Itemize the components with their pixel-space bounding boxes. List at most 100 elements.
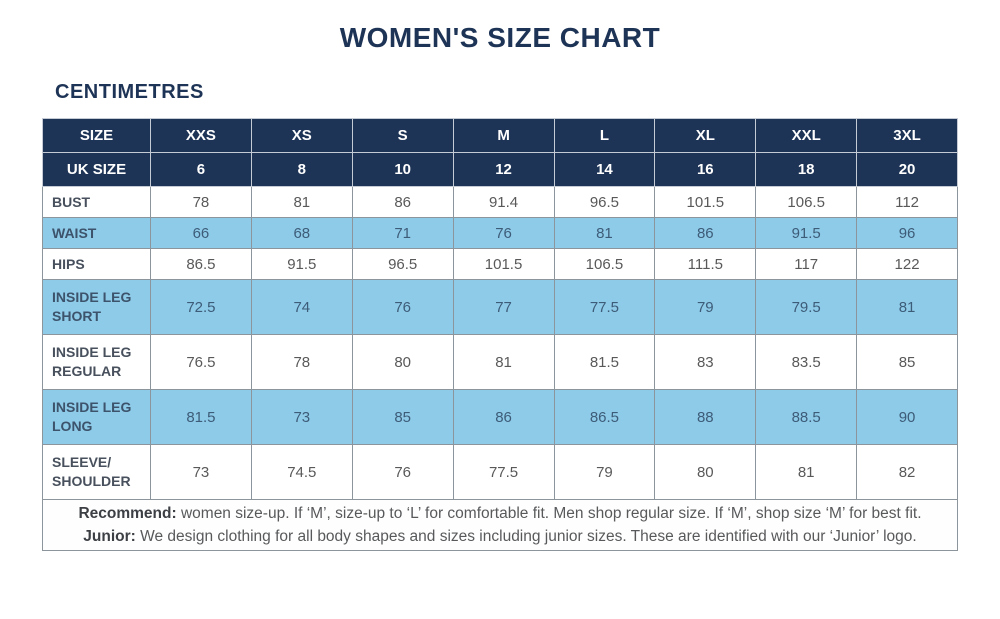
header-value-cell: XXS <box>150 118 252 153</box>
measurement-cell: 81.5 <box>553 334 656 390</box>
note-line: Junior: We design clothing for all body … <box>47 525 953 548</box>
measurement-cell: 74 <box>250 279 353 335</box>
measurement-cell: 76 <box>452 217 555 249</box>
note-label: Recommend: <box>78 505 177 522</box>
row-label-cell: INSIDE LEG LONG <box>42 389 151 445</box>
row-label-cell: INSIDE LEG SHORT <box>42 279 151 335</box>
measurement-cell: 68 <box>250 217 353 249</box>
measurement-cell: 79 <box>553 444 656 500</box>
measurement-cell: 90 <box>856 389 958 445</box>
measurement-cell: 85 <box>856 334 958 390</box>
measurement-cell: 83 <box>654 334 757 390</box>
header-label-cell: SIZE <box>42 118 151 153</box>
measurement-cell: 86.5 <box>553 389 656 445</box>
measurement-cell: 79 <box>654 279 757 335</box>
measurement-cell: 96.5 <box>351 248 454 280</box>
measurement-cell: 96 <box>856 217 958 249</box>
notes-cell: Recommend: women size-up. If ‘M’, size-u… <box>42 499 958 551</box>
header-value-cell: 18 <box>755 152 858 187</box>
note-text: women size-up. If ‘M’, size-up to ‘L’ fo… <box>176 505 922 522</box>
row-label-cell: WAIST <box>42 217 151 249</box>
note-text: We design clothing for all body shapes a… <box>135 528 917 545</box>
measurement-cell: 111.5 <box>654 248 757 280</box>
row-label-cell: HIPS <box>42 248 151 280</box>
measurement-cell: 80 <box>351 334 454 390</box>
measurement-cell: 112 <box>856 186 958 218</box>
note-label: Junior: <box>83 528 136 545</box>
measurement-cell: 117 <box>755 248 858 280</box>
measurement-cell: 106.5 <box>755 186 858 218</box>
measurement-cell: 81 <box>452 334 555 390</box>
measurement-cell: 86 <box>452 389 555 445</box>
measurement-row: HIPS 86.5 91.5 96.5 101.5 106.5 111.5 117 122 <box>42 248 958 280</box>
measurement-cell: 74.5 <box>250 444 353 500</box>
measurement-cell: 122 <box>856 248 958 280</box>
measurement-cell: 79.5 <box>755 279 858 335</box>
table-header: SIZE XXS XS S M L XL XXL 3XL UK SIZE 6 8 10 12 14 16 18 2… <box>42 118 958 187</box>
header-value-cell: M <box>452 118 555 153</box>
header-value-cell: L <box>553 118 656 153</box>
measurement-row: BUST 78 81 86 91.4 96.5 101.5 106.5 112 <box>42 186 958 218</box>
header-value-cell: 12 <box>452 152 555 187</box>
measurement-cell: 91.5 <box>250 248 353 280</box>
measurement-cell: 71 <box>351 217 454 249</box>
measurement-cell: 66 <box>150 217 252 249</box>
measurement-cell: 106.5 <box>553 248 656 280</box>
measurement-cell: 76.5 <box>150 334 252 390</box>
measurement-cell: 83.5 <box>755 334 858 390</box>
row-label-cell: BUST <box>42 186 151 218</box>
measurement-cell: 76 <box>351 279 454 335</box>
header-label-cell: UK SIZE <box>42 152 151 187</box>
measurement-cell: 91.5 <box>755 217 858 249</box>
measurement-cell: 78 <box>250 334 353 390</box>
header-value-cell: 20 <box>856 152 958 187</box>
measurement-cell: 76 <box>351 444 454 500</box>
header-value-cell: S <box>351 118 454 153</box>
measurement-cell: 86.5 <box>150 248 252 280</box>
measurement-cell: 81 <box>250 186 353 218</box>
header-value-cell: XXL <box>755 118 858 153</box>
row-label-cell: SLEEVE/ SHOULDER <box>42 444 151 500</box>
header-value-cell: 14 <box>553 152 656 187</box>
measurement-cell: 96.5 <box>553 186 656 218</box>
header-row: UK SIZE 6 8 10 12 14 16 18 20 <box>42 152 958 187</box>
measurement-cell: 77 <box>452 279 555 335</box>
measurement-cell: 85 <box>351 389 454 445</box>
measurement-cell: 81 <box>856 279 958 335</box>
measurement-cell: 88.5 <box>755 389 858 445</box>
measurement-row: INSIDE LEG REGULAR 76.5 78 80 81 81.5 83 83.5 85 <box>42 334 958 390</box>
measurement-row: WAIST 66 68 71 76 81 86 91.5 96 <box>42 217 958 249</box>
header-value-cell: 10 <box>351 152 454 187</box>
notes-row: Recommend: women size-up. If ‘M’, size-u… <box>42 499 958 551</box>
measurement-cell: 78 <box>150 186 252 218</box>
measurement-row: INSIDE LEG LONG 81.5 73 85 86 86.5 88 88.5 90 <box>42 389 958 445</box>
measurement-cell: 77.5 <box>452 444 555 500</box>
measurement-cell: 72.5 <box>150 279 252 335</box>
measurement-cell: 101.5 <box>654 186 757 218</box>
measurement-cell: 81 <box>755 444 858 500</box>
table-notes: Recommend: women size-up. If ‘M’, size-u… <box>42 499 958 551</box>
measurement-cell: 73 <box>150 444 252 500</box>
header-value-cell: 16 <box>654 152 757 187</box>
header-row: SIZE XXS XS S M L XL XXL 3XL <box>42 118 958 153</box>
measurement-cell: 88 <box>654 389 757 445</box>
measurement-row: INSIDE LEG SHORT 72.5 74 76 77 77.5 79 79.5 81 <box>42 279 958 335</box>
header-value-cell: XS <box>250 118 353 153</box>
measurement-cell: 82 <box>856 444 958 500</box>
measurement-cell: 77.5 <box>553 279 656 335</box>
header-value-cell: 3XL <box>856 118 958 153</box>
measurement-cell: 81.5 <box>150 389 252 445</box>
size-chart-page: WOMEN'S SIZE CHART CENTIMETRES SIZE XXS XS… <box>42 0 958 551</box>
row-label-cell: INSIDE LEG REGULAR <box>42 334 151 390</box>
measurement-cell: 86 <box>654 217 757 249</box>
table-body: BUST 78 81 86 91.4 96.5 101.5 106.5 112 WAIST 66 68… <box>42 186 958 500</box>
header-value-cell: 6 <box>150 152 252 187</box>
measurement-row: SLEEVE/ SHOULDER 73 74.5 76 77.5 79 80 81 82 <box>42 444 958 500</box>
header-value-cell: 8 <box>250 152 353 187</box>
measurement-cell: 91.4 <box>452 186 555 218</box>
measurement-cell: 73 <box>250 389 353 445</box>
size-chart-table: SIZE XXS XS S M L XL XXL 3XL UK SIZE 6 8 10 12 14 16 18 2… <box>42 118 958 551</box>
unit-label: CENTIMETRES <box>55 81 204 103</box>
header-value-cell: XL <box>654 118 757 153</box>
measurement-cell: 101.5 <box>452 248 555 280</box>
